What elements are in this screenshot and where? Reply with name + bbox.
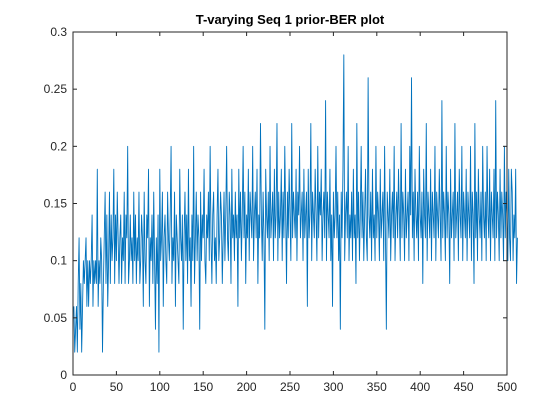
x-tick-label: 500 (497, 380, 517, 394)
series-line-1 (73, 54, 518, 353)
x-tick-label: 200 (237, 380, 257, 394)
y-tick-label: 0.2 (50, 139, 67, 153)
x-tick-label: 100 (150, 380, 170, 394)
y-tick-label: 0.3 (50, 25, 67, 39)
x-tick-label: 0 (70, 380, 77, 394)
x-tick-label: 300 (323, 380, 343, 394)
x-tick-label: 450 (454, 380, 474, 394)
chart-title: T-varying Seq 1 prior-BER plot (196, 12, 385, 27)
x-tick-label: 250 (280, 380, 300, 394)
x-axis: 0 50 100 150 200 250 300 350 400 450 500 (70, 32, 517, 394)
y-tick-label: 0.15 (44, 197, 68, 211)
x-tick-label: 400 (410, 380, 430, 394)
y-tick-label: 0.1 (50, 254, 67, 268)
y-axis: 0 0.05 0.1 0.15 0.2 0.25 0.3 (44, 25, 507, 382)
y-tick-label: 0.25 (44, 82, 68, 96)
y-tick-label: 0.05 (44, 311, 68, 325)
x-tick-label: 350 (367, 380, 387, 394)
x-tick-label: 50 (110, 380, 124, 394)
y-tick-label: 0 (60, 368, 67, 382)
x-tick-label: 150 (193, 380, 213, 394)
series-layer (73, 54, 518, 353)
